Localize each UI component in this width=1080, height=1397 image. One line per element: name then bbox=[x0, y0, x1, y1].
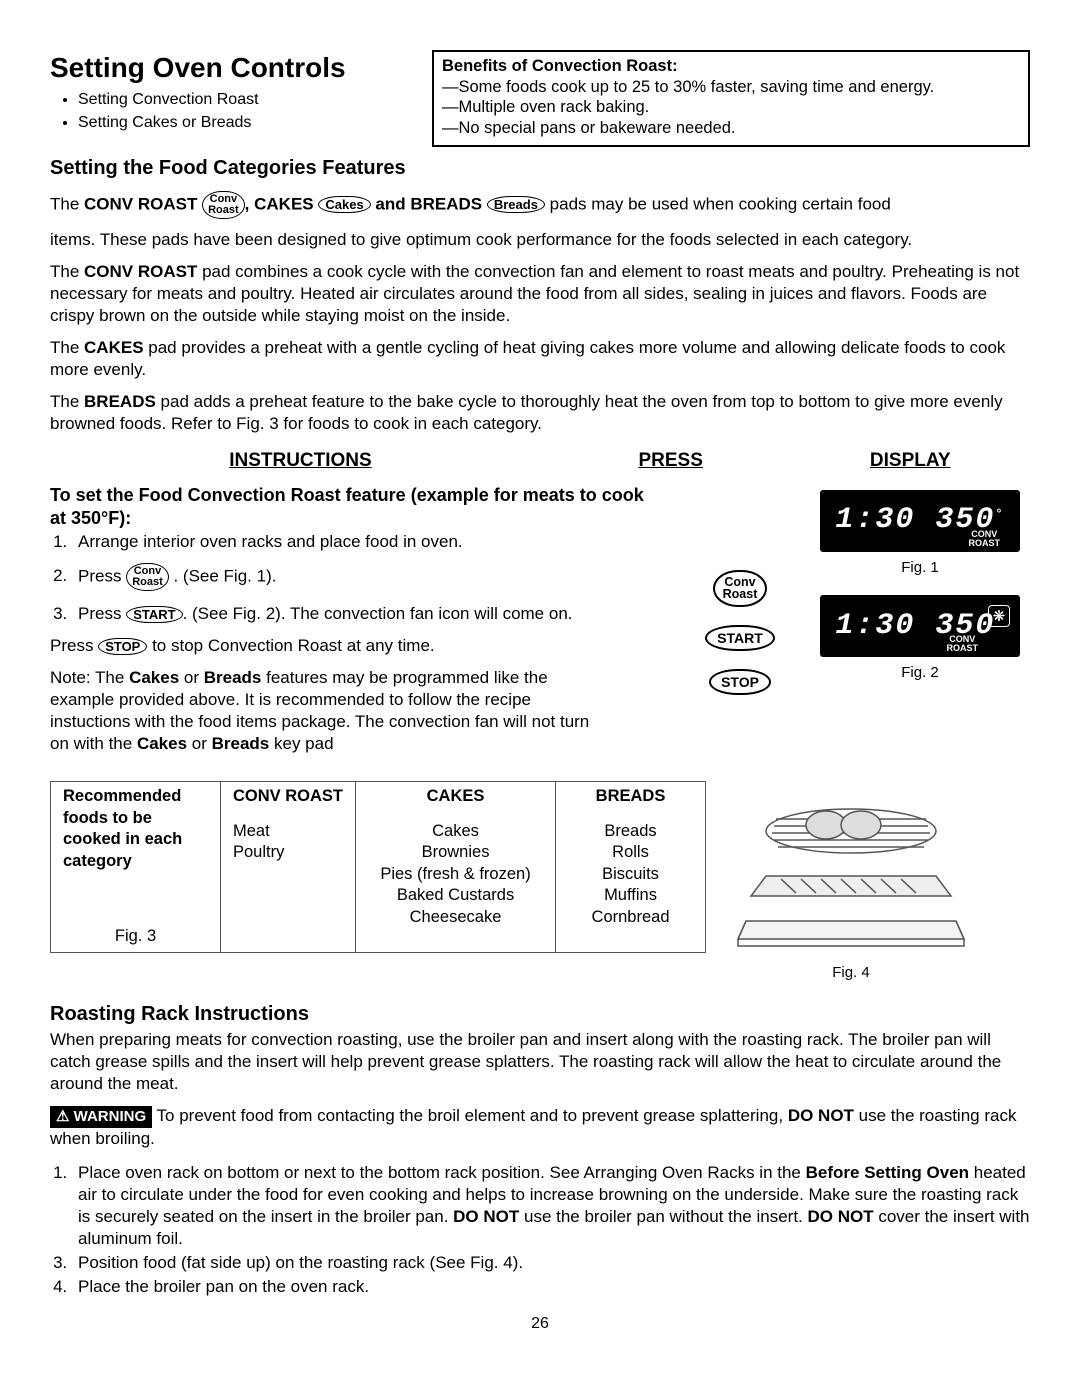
press-conv-roast-pad: ConvRoast bbox=[713, 570, 768, 607]
warning-badge: ⚠ WARNING bbox=[50, 1106, 152, 1128]
para-breads: The BREADS pad adds a preheat feature to… bbox=[50, 391, 1030, 435]
roast-step: Place the broiler pan on the oven rack. bbox=[72, 1276, 1030, 1298]
fig1-label: Fig. 1 bbox=[901, 558, 939, 578]
instruction-steps: Arrange interior oven racks and place fo… bbox=[50, 531, 660, 625]
benefits-item: —Some foods cook up to 25 to 30% faster,… bbox=[442, 77, 1020, 98]
step-3: Press START. (See Fig. 2). The convectio… bbox=[72, 603, 660, 625]
fig2-label: Fig. 2 bbox=[901, 663, 939, 683]
roast-step: Place oven rack on bottom or next to the… bbox=[72, 1162, 1030, 1250]
display-panel-fig2: 1:30 350° CONVROAST ❋ bbox=[820, 595, 1020, 657]
instructions-title: To set the Food Convection Roast feature… bbox=[50, 484, 660, 531]
intro-line-2: items. These pads have been designed to … bbox=[50, 229, 1030, 251]
press-start-pad: START bbox=[705, 625, 775, 651]
start-pad-icon: START bbox=[126, 606, 182, 623]
step-1: Arrange interior oven racks and place fo… bbox=[72, 531, 660, 553]
col-header-display: DISPLAY bbox=[790, 449, 1030, 474]
press-stop-line: Press STOP to stop Convection Roast at a… bbox=[50, 635, 660, 657]
breads-pad-icon: Breads bbox=[487, 196, 545, 213]
para-cakes: The CAKES pad provides a preheat with a … bbox=[50, 337, 1030, 381]
fig4-label: Fig. 4 bbox=[736, 963, 966, 983]
col-header-instructions: INSTRUCTIONS bbox=[50, 449, 551, 474]
benefits-item: —No special pans or bakeware needed. bbox=[442, 118, 1020, 139]
note-paragraph: Note: The Cakes or Breads features may b… bbox=[50, 667, 610, 755]
page-number: 26 bbox=[50, 1314, 1030, 1335]
roasting-rack-heading: Roasting Rack Instructions bbox=[50, 1001, 1030, 1027]
benefits-item: —Multiple oven rack baking. bbox=[442, 97, 1020, 118]
benefits-box: Benefits of Convection Roast: —Some food… bbox=[432, 50, 1030, 147]
top-bullets: Setting Convection Roast Setting Cakes o… bbox=[78, 90, 420, 134]
bullet-item: Setting Convection Roast bbox=[78, 90, 420, 111]
display-panel-fig1: 1:30 350° CONVROAST bbox=[820, 490, 1020, 552]
conv-roast-pad-icon: ConvRoast bbox=[126, 563, 169, 591]
fig3-table: Recommended foods to be cooked in each c… bbox=[50, 781, 706, 952]
bullet-item: Setting Cakes or Breads bbox=[78, 113, 420, 134]
fan-icon: ❋ bbox=[988, 605, 1010, 627]
benefits-title: Benefits of Convection Roast: bbox=[442, 56, 1020, 77]
stop-pad-icon: STOP bbox=[98, 638, 147, 655]
conv-roast-pad-icon: ConvRoast bbox=[202, 191, 245, 219]
press-stop-pad: STOP bbox=[709, 669, 771, 695]
col-header-press: PRESS bbox=[551, 449, 791, 474]
intro-line-1: The CONV ROAST ConvRoast, CAKES Cakes an… bbox=[50, 191, 1030, 219]
roasting-steps: Place oven rack on bottom or next to the… bbox=[50, 1162, 1030, 1299]
subheading-features: Setting the Food Categories Features bbox=[50, 155, 1030, 181]
page-title: Setting Oven Controls bbox=[50, 50, 420, 86]
fig4-illustration: Fig. 4 bbox=[736, 781, 966, 995]
roast-step: Position food (fat side up) on the roast… bbox=[72, 1252, 1030, 1274]
roasting-rack-para: When preparing meats for convection roas… bbox=[50, 1029, 1030, 1095]
step-2: Press ConvRoast . (See Fig. 1). bbox=[72, 563, 660, 591]
cakes-pad-icon: Cakes bbox=[318, 196, 370, 213]
warning-line: ⚠ WARNING To prevent food from contactin… bbox=[50, 1105, 1030, 1150]
para-conv-roast: The CONV ROAST pad combines a cook cycle… bbox=[50, 261, 1030, 327]
